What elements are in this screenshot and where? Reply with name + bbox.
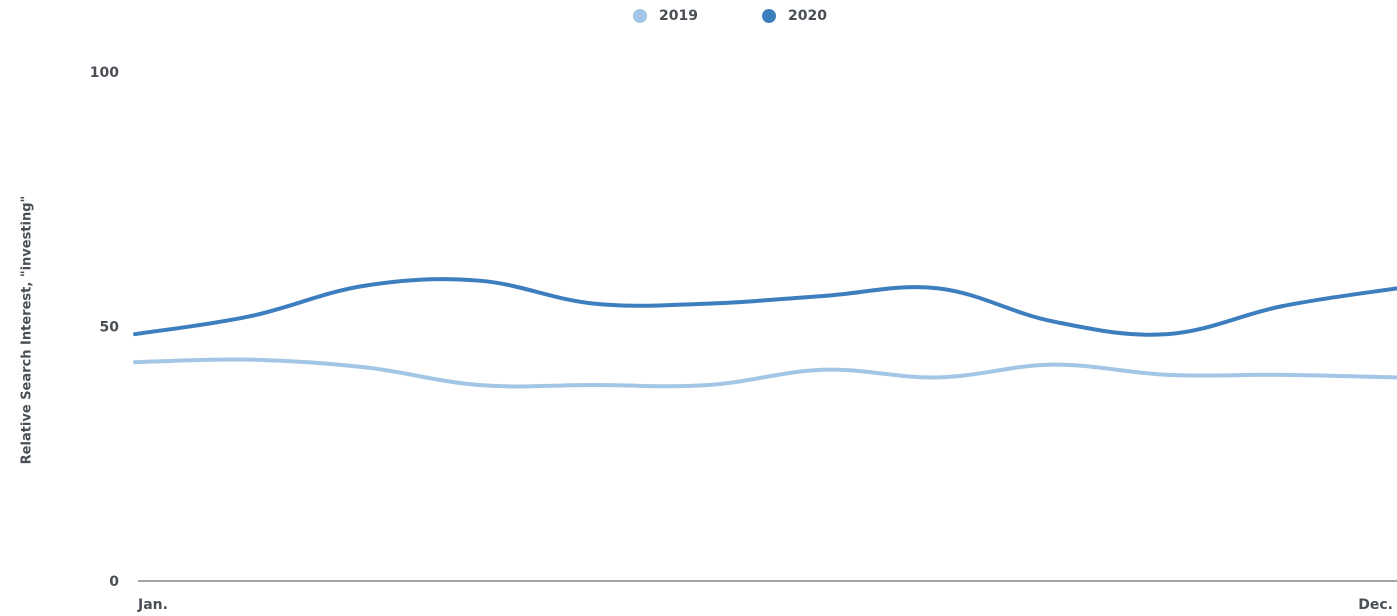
legend-label-2020: 2020 bbox=[788, 8, 827, 24]
legend: 2019 2020 bbox=[0, 4, 1397, 28]
y-tick-label-0: 0 bbox=[109, 574, 119, 590]
x-tick-label-last: Dec. bbox=[1358, 597, 1393, 613]
series-line-2020[interactable] bbox=[133, 277, 1397, 337]
legend-item-2020[interactable]: 2020 bbox=[762, 4, 827, 28]
legend-label-2019: 2019 bbox=[659, 8, 698, 24]
x-tick-label-first: Jan. bbox=[137, 597, 168, 613]
series-line-2019[interactable] bbox=[133, 357, 1397, 389]
y-tick-label-50: 50 bbox=[100, 320, 120, 336]
legend-item-2019[interactable]: 2019 bbox=[633, 4, 698, 28]
y-tick-label-100: 100 bbox=[90, 65, 119, 81]
legend-marker-2019 bbox=[633, 9, 647, 23]
legend-marker-2020 bbox=[762, 9, 776, 23]
